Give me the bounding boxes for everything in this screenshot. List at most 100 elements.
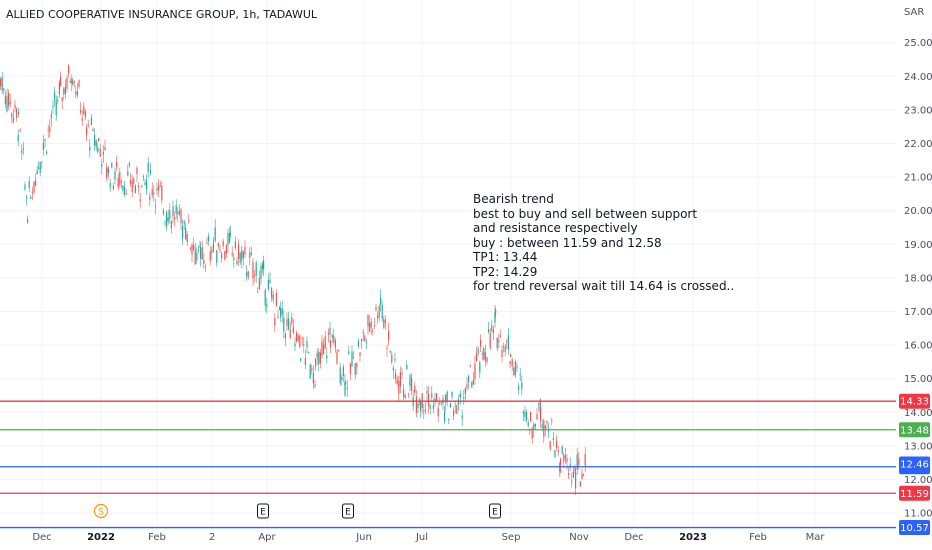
candle-body	[384, 320, 386, 323]
candle-body	[404, 395, 406, 399]
candle-body	[353, 357, 355, 359]
candle-body	[494, 312, 496, 323]
candle-body	[84, 111, 86, 118]
candle-body	[564, 455, 566, 459]
candle-body	[227, 232, 229, 245]
candle-body	[166, 218, 168, 227]
candle-body	[98, 138, 100, 142]
candle-body	[60, 77, 62, 86]
candle-body	[506, 341, 508, 343]
candle-body	[538, 403, 540, 405]
candle-body	[557, 450, 559, 453]
candle-body	[47, 129, 49, 131]
currency-label: SAR	[904, 7, 925, 18]
candle-body	[72, 81, 74, 85]
annotation-text[interactable]: Bearish trend best to buy and sell betwe…	[473, 192, 734, 294]
candle-body	[426, 391, 428, 394]
candle-body	[294, 343, 296, 347]
annotation-line: buy : between 11.59 and 12.58	[473, 235, 662, 250]
candle-body	[131, 181, 133, 193]
candle-body	[185, 227, 187, 240]
candle-body	[250, 252, 252, 255]
candle-body	[193, 245, 195, 250]
candle-body	[445, 394, 447, 403]
candle-body	[571, 480, 573, 482]
candle-body	[1, 77, 3, 91]
annotation-line: for trend reversal wait till 14.64 is cr…	[473, 279, 735, 293]
candle-body	[536, 414, 538, 420]
candle-body	[78, 80, 80, 87]
candle-body	[225, 245, 227, 254]
candle-body	[86, 127, 88, 135]
candle-body	[439, 403, 441, 405]
candle-body	[344, 381, 346, 396]
candle-body	[164, 222, 166, 224]
price-tag-bg	[899, 393, 930, 409]
candle-body	[401, 372, 403, 375]
candle-body	[423, 410, 425, 412]
candle-body	[73, 80, 75, 83]
candle-body	[345, 382, 347, 385]
candle-body	[503, 346, 505, 348]
candle-body	[208, 236, 210, 242]
candle-body	[526, 412, 528, 421]
candle-body	[351, 352, 353, 367]
split-event-label: S	[98, 508, 104, 518]
candle-body	[133, 178, 135, 184]
candle-body	[214, 227, 216, 241]
candle-body	[206, 242, 208, 244]
candle-body	[568, 473, 570, 476]
candle-body	[130, 180, 132, 184]
candle-body	[231, 253, 233, 256]
candle-body	[297, 336, 299, 341]
candle-body	[108, 169, 110, 173]
earnings-event-marker	[489, 503, 501, 519]
candle-body	[238, 244, 240, 259]
chart-title: ALLIED COOPERATIVE INSURANCE GROUP, 1h, …	[6, 8, 318, 21]
candle-body	[75, 91, 77, 94]
candle-body	[167, 217, 169, 222]
candle-body	[359, 352, 361, 356]
candle-body	[499, 335, 501, 337]
candle-body	[170, 221, 172, 229]
candle-body	[569, 464, 571, 468]
candle-body	[451, 391, 453, 397]
candle-body	[498, 340, 500, 343]
candle-body	[26, 196, 28, 198]
price-tag-bg	[899, 422, 930, 438]
candle-body	[338, 349, 340, 351]
candle-body	[583, 474, 585, 477]
candle-body	[483, 348, 485, 360]
candle-body	[453, 410, 455, 416]
candle-body	[147, 162, 149, 173]
candle-body	[89, 146, 91, 151]
price-tag-label: 13.48	[900, 425, 929, 436]
candle-body	[476, 352, 478, 361]
candle-body	[299, 335, 301, 348]
candle-body	[139, 199, 141, 202]
candle-body	[209, 251, 211, 261]
candle-body	[463, 397, 465, 399]
candle-body	[486, 357, 488, 363]
candle-body	[141, 185, 143, 187]
candle-body	[311, 368, 313, 371]
candle-body	[92, 129, 94, 132]
candle-body	[417, 403, 419, 408]
price-tag-label: 10.57	[900, 523, 929, 534]
candle-body	[330, 340, 332, 348]
candle-body	[263, 260, 265, 270]
candle-body	[303, 343, 305, 345]
x-tick-label: Dec	[624, 532, 643, 543]
candle-body	[510, 354, 512, 357]
candle-body	[33, 181, 35, 193]
candle-body	[230, 233, 232, 235]
candle-body	[71, 78, 73, 84]
candle-body	[543, 420, 545, 437]
candle-body	[255, 262, 257, 276]
candle-body	[272, 294, 274, 301]
y-tick-label: 23.00	[904, 105, 932, 116]
y-tick-label: 11.00	[904, 509, 932, 520]
candle-body	[112, 185, 114, 190]
candle-body	[57, 99, 59, 101]
